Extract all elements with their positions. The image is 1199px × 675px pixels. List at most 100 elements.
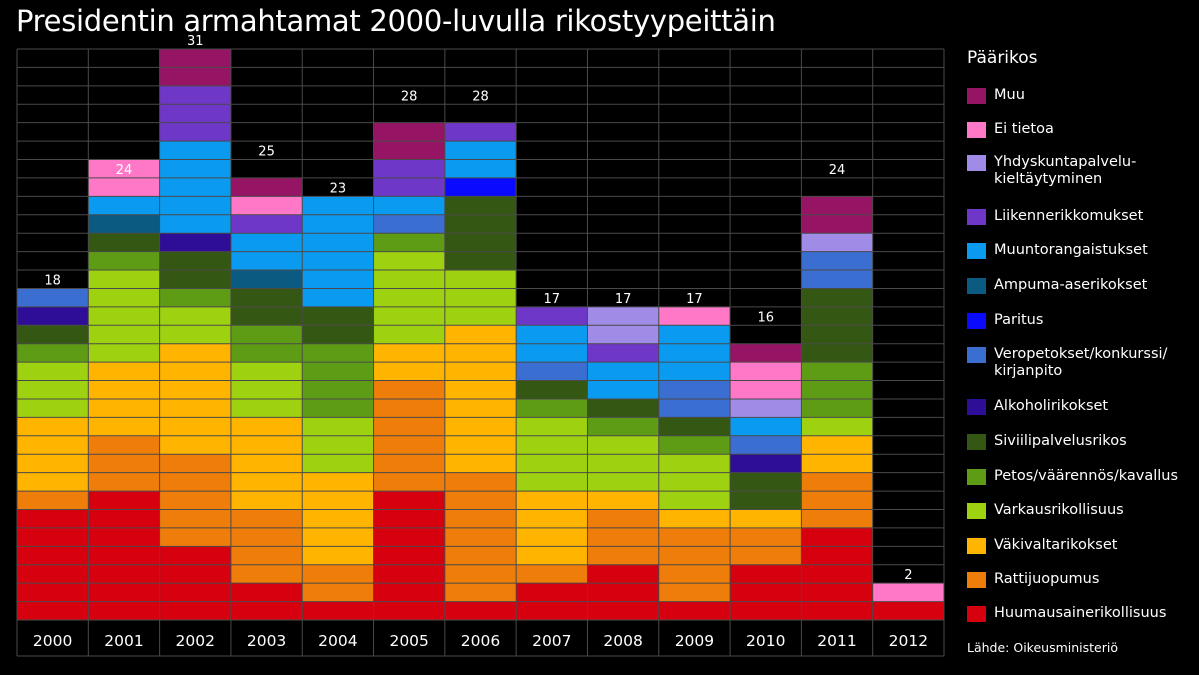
chart-title: Presidentin armahtamat 2000-luvulla riko… <box>16 4 776 38</box>
bar-segment <box>444 491 517 510</box>
bar-segment <box>230 417 303 436</box>
bar-segment <box>658 564 731 584</box>
bar-segment <box>88 380 160 399</box>
legend-label: Ampuma-aserikokset <box>994 277 1148 293</box>
bar-segment <box>373 601 445 620</box>
bar-segment <box>88 435 160 455</box>
bar-segment <box>159 67 231 86</box>
bar-segment <box>159 509 231 528</box>
legend-item: Alkoholirikokset <box>967 398 1108 415</box>
bar-segment <box>302 583 374 602</box>
bar-segment <box>302 270 374 289</box>
bar-segment <box>88 417 160 436</box>
bar-segment <box>302 343 374 363</box>
bar-segment <box>17 435 89 455</box>
bar-segment <box>88 233 160 252</box>
x-tick-label: 2010 <box>746 632 785 650</box>
bar-segment <box>373 546 445 565</box>
bar-segment <box>373 233 445 252</box>
bar-segment <box>302 417 374 436</box>
bar-segment <box>587 417 659 436</box>
bar-segment <box>230 362 303 381</box>
bar-segment <box>302 233 374 252</box>
bar-segment <box>302 288 374 307</box>
bar-segment <box>230 325 303 344</box>
total-label: 17 <box>544 292 561 307</box>
legend-label: Petos/väärennös/kavallus <box>994 468 1179 484</box>
bar-segment <box>373 454 445 473</box>
bar-segment <box>159 288 231 307</box>
bar-segment <box>230 601 303 620</box>
bar-segment <box>373 270 445 289</box>
bar-segment <box>444 141 517 160</box>
bar-segment <box>373 214 445 234</box>
bar-segment <box>373 435 445 455</box>
bar-segment <box>730 491 802 510</box>
bar-segment <box>230 251 303 271</box>
bar-segment <box>88 601 160 620</box>
legend-item: Ei tietoa <box>967 121 1054 138</box>
bar-segment <box>159 564 231 584</box>
legend-swatch <box>967 122 986 138</box>
bar-segment <box>302 454 374 473</box>
legend-item: Yhdyskuntapalvelu- kieltäytyminen <box>967 154 1136 188</box>
x-tick-label: 2006 <box>461 632 500 650</box>
legend-item: Ampuma-aserikokset <box>967 277 1147 294</box>
bar-segment <box>658 325 731 344</box>
bar-segment <box>230 398 303 418</box>
bar-segment <box>587 509 659 528</box>
bar-segment <box>88 491 160 510</box>
bar-segment <box>801 564 873 584</box>
bar-segment <box>587 343 659 363</box>
legend-swatch <box>967 469 986 485</box>
bar-segment <box>17 601 89 620</box>
bar-segment <box>88 454 160 473</box>
bar-segment <box>801 417 873 436</box>
bar-segment <box>159 527 231 547</box>
bar-segment <box>230 454 303 473</box>
bar-segment <box>159 343 231 363</box>
bar-segment <box>516 491 588 510</box>
bar-segment <box>302 251 374 271</box>
bar-segment <box>801 601 873 620</box>
bar-segment <box>658 398 731 418</box>
legend-label: Yhdyskuntapalvelu- kieltäytyminen <box>994 154 1137 187</box>
bar-segment <box>230 380 303 399</box>
legend-label: Alkoholirikokset <box>994 398 1109 414</box>
bar-segment <box>516 509 588 528</box>
bar-segment <box>302 398 374 418</box>
bar-segment <box>159 601 231 620</box>
bar-segment <box>801 583 873 602</box>
x-tick-label: 2009 <box>675 632 714 650</box>
bar-segment <box>658 509 731 528</box>
bar-segment <box>159 398 231 418</box>
bar-segment <box>444 380 517 399</box>
bar-segment <box>17 306 89 326</box>
bar-segment <box>159 491 231 510</box>
bar-segment <box>373 325 445 344</box>
legend-label: Veropetokset/konkurssi/ kirjanpito <box>994 346 1168 379</box>
bar-segment <box>801 546 873 565</box>
bar-segment <box>444 509 517 528</box>
legend-item: Liikennerikkomukset <box>967 208 1143 225</box>
bar-segment <box>444 159 517 178</box>
bar-segment <box>587 601 659 620</box>
bar-segment <box>516 398 588 418</box>
legend-swatch <box>967 88 986 104</box>
bar-segment <box>872 601 944 620</box>
x-tick-label: 2011 <box>817 632 856 650</box>
bar-segment <box>587 583 659 602</box>
bar-segment <box>302 472 374 492</box>
bar-segment <box>159 214 231 234</box>
bar-segment <box>801 251 873 271</box>
bar-segment <box>230 472 303 492</box>
legend-swatch <box>967 278 986 294</box>
bar-segment <box>302 564 374 584</box>
total-label: 28 <box>472 89 489 104</box>
bar-segment <box>159 417 231 436</box>
bar-segment <box>373 398 445 418</box>
x-tick-label: 2012 <box>889 632 928 650</box>
bar-segment <box>516 417 588 436</box>
bar-segment <box>88 288 160 307</box>
